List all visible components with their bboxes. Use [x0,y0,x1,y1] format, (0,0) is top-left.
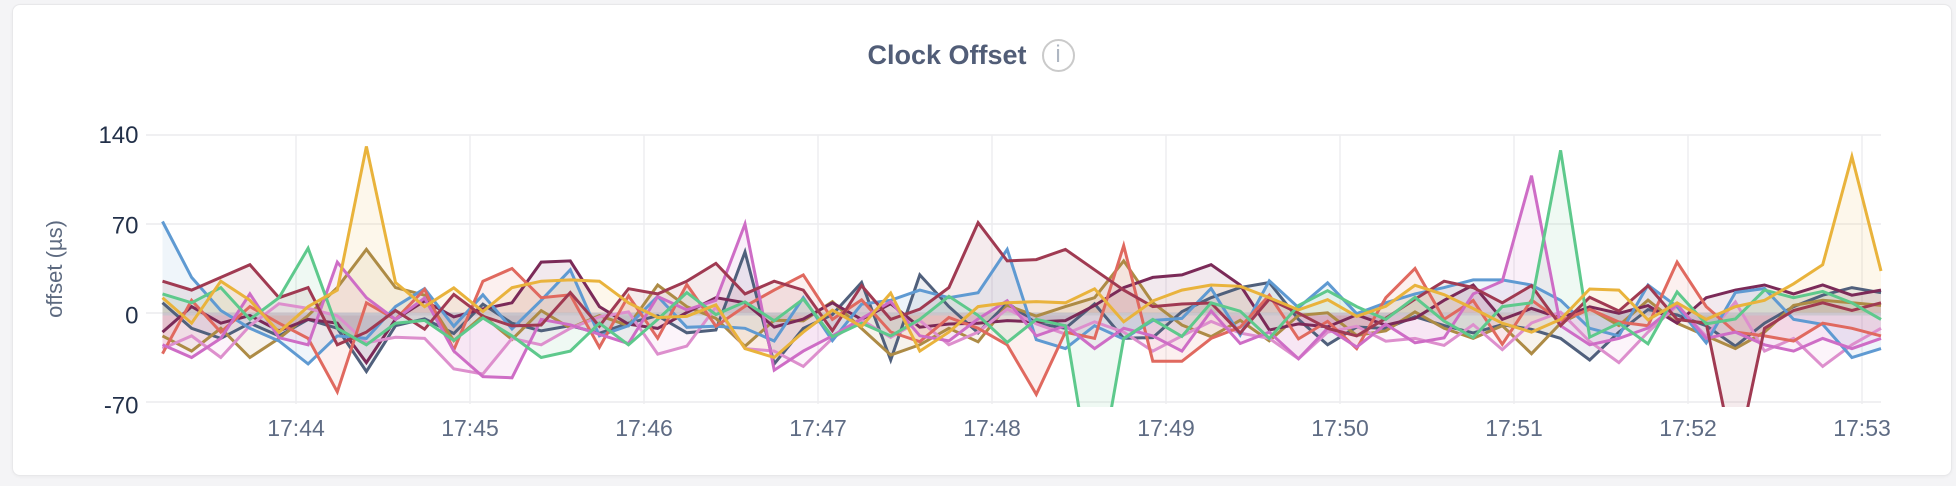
svg-text:17:53: 17:53 [1833,415,1891,441]
svg-text:17:51: 17:51 [1485,415,1543,441]
svg-text:0: 0 [125,303,138,330]
svg-text:17:44: 17:44 [267,415,325,441]
svg-text:17:50: 17:50 [1311,415,1369,441]
svg-text:17:45: 17:45 [441,415,499,441]
svg-text:17:46: 17:46 [615,415,673,441]
svg-text:70: 70 [112,213,139,240]
svg-text:17:48: 17:48 [963,415,1021,441]
svg-text:-70: -70 [104,393,139,420]
svg-text:140: 140 [98,122,138,149]
svg-text:17:52: 17:52 [1659,415,1717,441]
svg-text:17:47: 17:47 [789,415,847,441]
svg-text:17:49: 17:49 [1137,415,1195,441]
